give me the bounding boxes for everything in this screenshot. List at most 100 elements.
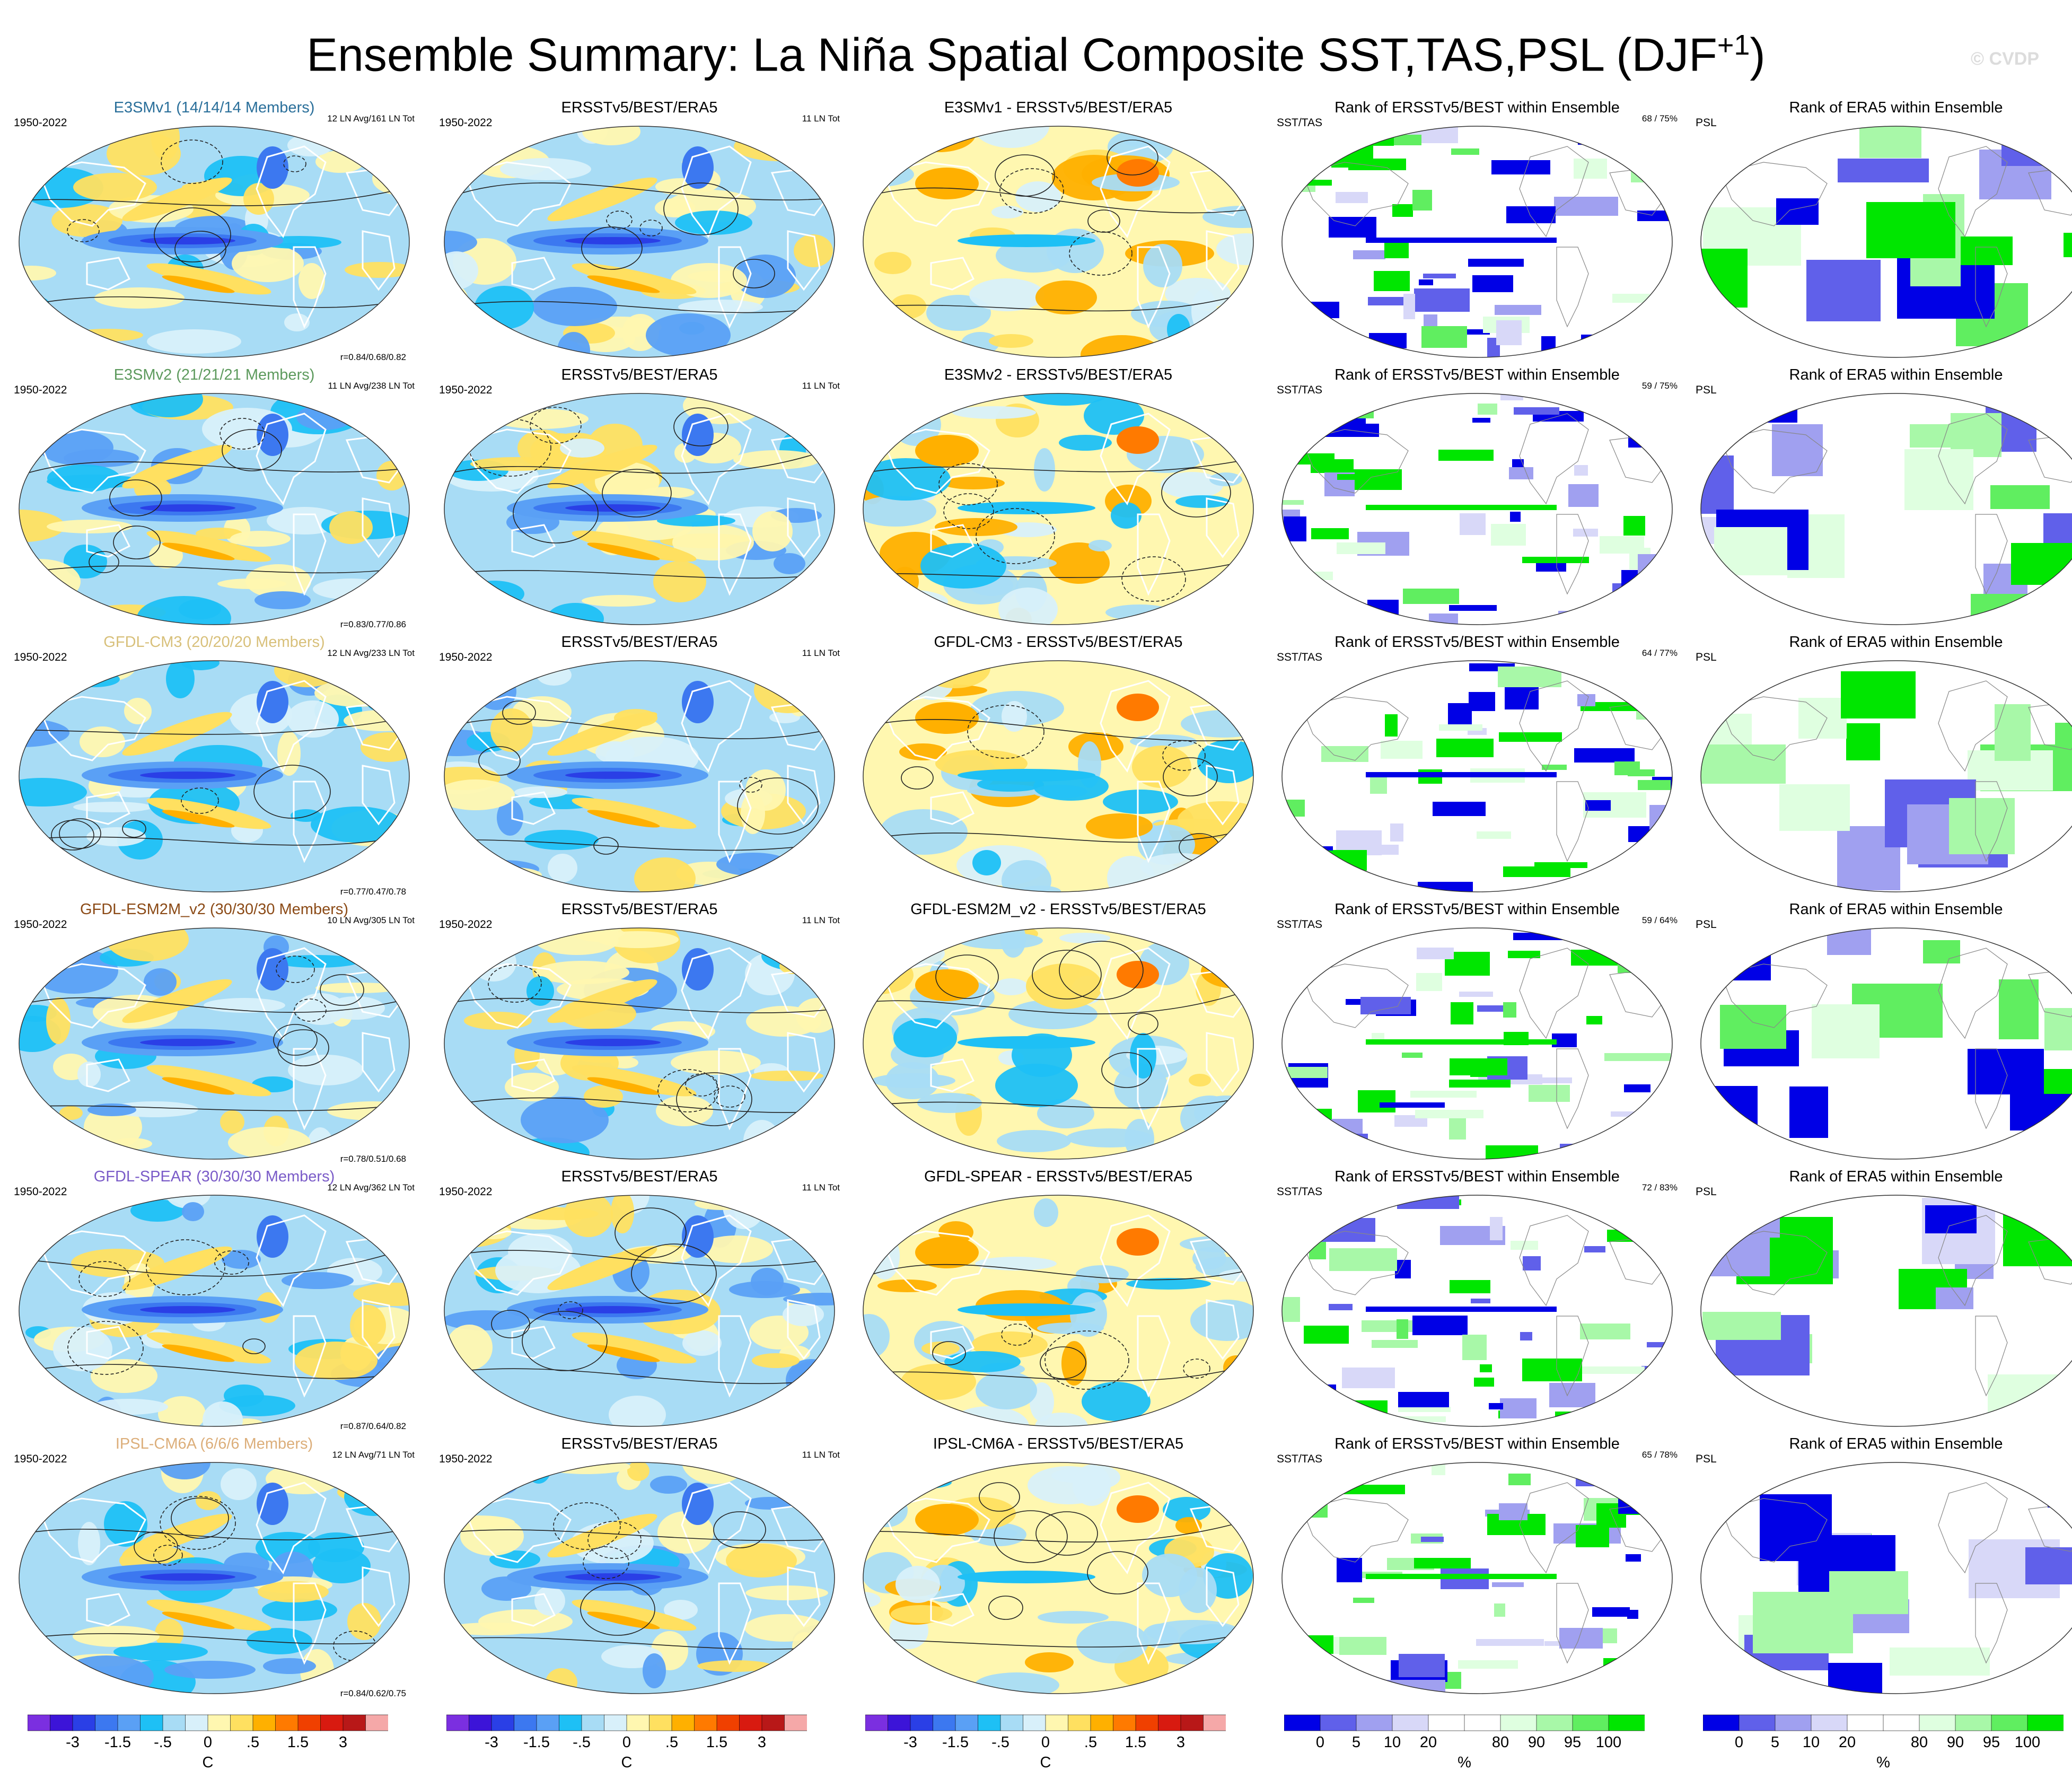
colorbar-tick-label: .5 [1084,1734,1098,1751]
model-composite-panel: GFDL-ESM2M_v2 (30/30/30 Members) 1950-202… [7,900,421,1168]
world-map-robinson [444,1195,835,1427]
colorbar-tick-label: 0 [622,1734,631,1751]
panel-right-label: 59 / 75% [1641,381,1678,391]
world-map-robinson [444,393,835,625]
panel-right-label: 12 LN Avg/161 LN Tot [327,113,415,124]
colorbar-swatch [514,1714,537,1731]
world-map-robinson [19,1462,410,1694]
map-area [1700,927,2072,1160]
world-map-robinson [1281,660,1673,892]
colorbar-swatch [933,1714,956,1731]
colorbar-swatch [626,1714,650,1731]
colorbar-tick-label: 100 [2014,1734,2041,1751]
world-map-robinson [1281,1462,1673,1694]
world-map-robinson [1700,1195,2072,1427]
colorbar-swatch [955,1714,979,1731]
panel-right-label: 65 / 78% [1641,1450,1678,1460]
map-area [1281,125,1673,358]
difference-panel: E3SMv1 - ERSSTv5/BEST/ERA5 [851,99,1265,366]
colorbar-tick-label: -.5 [991,1734,1009,1751]
panel-right-label: 68 / 75% [1641,113,1678,124]
colorbar-swatch [865,1714,889,1731]
panel-left-label: SST/TAS [1277,384,1322,396]
panel-title: Rank of ERSSTv5/BEST within Ensemble [1334,634,1620,651]
model-composite-panel: GFDL-SPEAR (30/30/30 Members) 1950-2022 12… [7,1168,421,1435]
colorbar-tick-label: 5 [1351,1734,1361,1751]
colorbar-swatch [491,1714,515,1731]
colorbar-tick-label: 1.5 [287,1734,309,1751]
cvdp-watermark: © CVDP [1971,49,2039,69]
pattern-correlation: r=0.87/0.64/0.82 [340,1421,406,1431]
colorbar-tick-label: 20 [1838,1734,1856,1751]
colorbar-tick-label: -3 [66,1734,80,1751]
panel-left-label: 1950-2022 [14,918,67,931]
world-map-robinson [863,126,1254,358]
colorbar-tick-label: .5 [246,1734,260,1751]
colorbar-swatch [536,1714,560,1731]
rank-psl-panel: Rank of ERA5 within EnsemblePSL68% [1689,1168,2072,1435]
world-map-robinson [1700,393,2072,625]
panel-right-label: 12 LN Avg/71 LN Tot [332,1450,415,1460]
colorbar-swatch [559,1714,582,1731]
colorbar-tick-label: -3 [485,1734,498,1751]
colorbar-swatch [2027,1714,2064,1731]
panel-title: ERSSTv5/BEST/ERA5 [561,1435,718,1452]
pattern-correlation: r=0.84/0.68/0.82 [340,352,406,362]
map-area [443,1194,836,1427]
colorbar-swatch [888,1714,911,1731]
colorbar-units: C [202,1754,214,1771]
panel-left-label: 1950-2022 [439,117,493,129]
map-area [18,125,410,358]
panel-title: Rank of ERSSTv5/BEST within Ensemble [1334,901,1620,918]
colorbar-swatch [1000,1714,1024,1731]
panel-right-label: 12 LN Avg/362 LN Tot [327,1182,415,1193]
colorbar-swatch [1113,1714,1136,1731]
panel-right-label: 72 / 83% [1641,1182,1678,1193]
colorbar-swatch [1703,1714,1740,1731]
colorbar-swatch [739,1714,762,1731]
panel-left-label: SST/TAS [1277,1453,1322,1465]
colorbar-tick-label: -.5 [573,1734,591,1751]
rank-colorbar: 0 5 10 20 80 90 95 100% [1703,1714,2064,1772]
map-area [862,392,1254,626]
panel-title: GFDL-ESM2M_v2 - ERSSTv5/BEST/ERA5 [910,901,1206,918]
colorbar-swatch [320,1714,344,1731]
colorbar-swatches [28,1714,388,1731]
pattern-correlation: r=0.78/0.51/0.68 [340,1154,406,1164]
model-composite-panel: E3SMv1 (14/14/14 Members) 1950-2022 12 LN … [7,99,421,366]
rank-sst-panel: Rank of ERSSTv5/BEST within Ensemble SST/… [1270,1168,1684,1435]
world-map-robinson [863,660,1254,892]
panel-left-label: 1950-2022 [439,384,493,396]
colorbar-swatch [365,1714,388,1731]
map-area [862,660,1254,893]
colorbar-swatch [1847,1714,1884,1731]
panel-right-label: 64 / 77% [1641,648,1678,658]
world-map-robinson [1281,1195,1673,1427]
pattern-correlation: r=0.77/0.47/0.78 [340,887,406,897]
difference-panel: GFDL-SPEAR - ERSSTv5/BEST/ERA5 [851,1168,1265,1435]
colorbar-tick-label: 100 [1595,1734,1622,1751]
colorbar-swatch [446,1714,470,1731]
colorbar-swatch [649,1714,672,1731]
colorbar-units: C [621,1754,633,1771]
panel-right-label: 11 LN Avg/238 LN Tot [328,381,415,391]
panel-title: IPSL-CM6A - ERSSTv5/BEST/ERA5 [933,1435,1184,1452]
world-map-robinson [19,1195,410,1427]
map-area [18,927,410,1160]
colorbar-swatch [1045,1714,1069,1731]
map-area [443,125,836,358]
panel-right-label: 12 LN Avg/233 LN Tot [327,648,415,658]
colorbar-swatch [1158,1714,1181,1731]
map-area [1700,392,2072,626]
map-area [1281,927,1673,1160]
model-composite-panel: GFDL-CM3 (20/20/20 Members) 1950-2022 12 L… [7,633,421,900]
panel-title: GFDL-CM3 - ERSSTv5/BEST/ERA5 [934,634,1183,651]
obs-composite-panel: ERSSTv5/BEST/ERA5 1950-2022 11 LN Tot [433,633,846,900]
map-area [862,1461,1254,1695]
world-map-robinson [444,927,835,1160]
world-map-robinson [444,660,835,892]
panel-title: E3SMv1 - ERSSTv5/BEST/ERA5 [944,99,1173,116]
map-area [1281,392,1673,626]
panel-title: ERSSTv5/BEST/ERA5 [561,901,718,918]
colorbar-units: C [1040,1754,1051,1771]
